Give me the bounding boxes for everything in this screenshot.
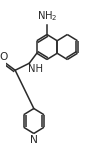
Text: O: O: [0, 52, 8, 62]
Text: NH: NH: [28, 64, 43, 74]
Text: N: N: [30, 135, 38, 145]
Text: NH$_2$: NH$_2$: [37, 10, 57, 24]
